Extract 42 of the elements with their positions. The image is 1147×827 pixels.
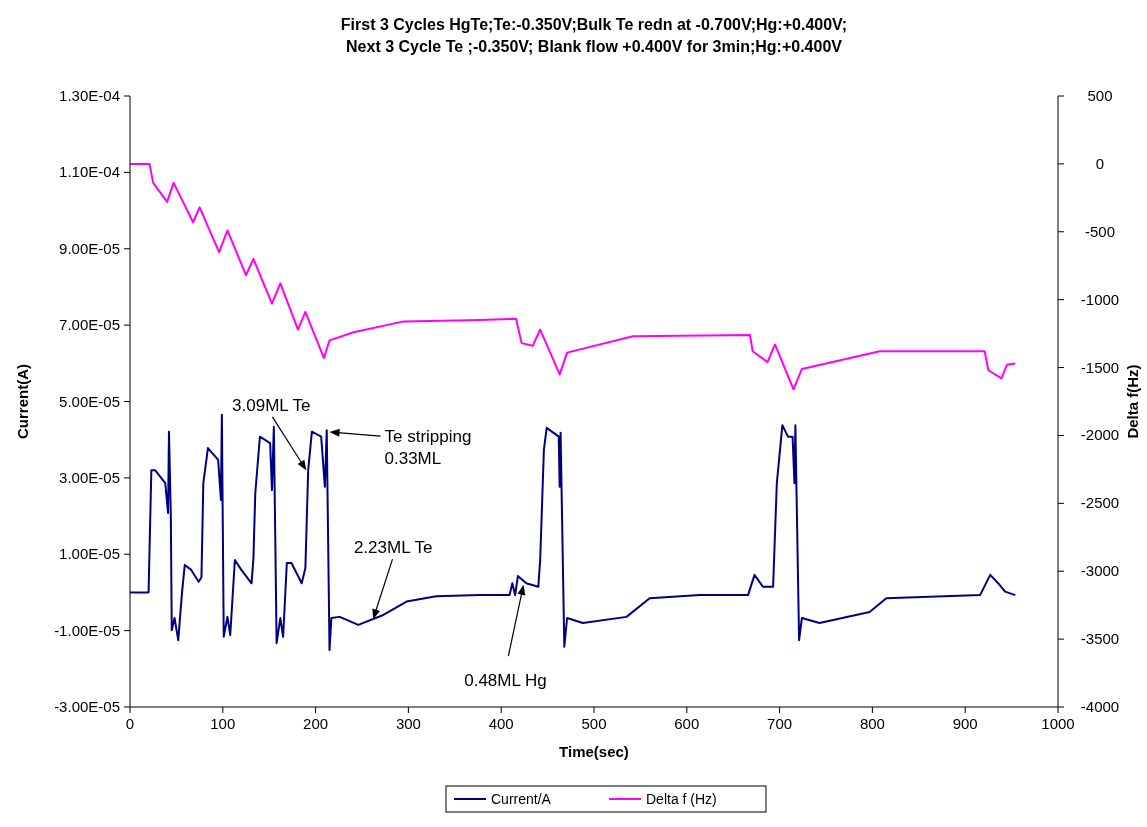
y-tick-label: 1.00E-05	[59, 545, 120, 563]
annotation: 2.23ML Te	[353, 538, 433, 558]
x-tick-label: 100	[210, 715, 236, 732]
y2-tick-label: -500	[1084, 222, 1116, 240]
y-axis-title: Current(A)	[14, 364, 31, 439]
y2-tick-label: 500	[1087, 87, 1113, 104]
y2-tick-label: -3000	[1080, 562, 1120, 580]
x-tick-label: 700	[767, 715, 793, 732]
y-tick-label: 1.10E-04	[59, 163, 120, 181]
x-tick-label: 400	[488, 715, 514, 732]
y-tick-label: 5.00E-05	[59, 392, 120, 410]
x-tick-label: 300	[395, 715, 421, 732]
y2-axis-title: Delta f(Hz)	[1124, 364, 1141, 439]
annotation: 3.09ML Te	[232, 396, 311, 416]
line-series	[129, 413, 1017, 652]
legend-label: Current/A	[491, 791, 552, 807]
x-tick-label: 500	[581, 715, 607, 732]
y-tick-label: -1.00E-05	[54, 621, 120, 639]
y-tick-label: 1.30E-04	[59, 87, 120, 104]
legend-label: Delta f (Hz)	[646, 791, 717, 807]
y2-tick-label: -2500	[1080, 494, 1120, 512]
annotation: Te stripping 0.33ML	[384, 427, 472, 469]
annotation: 0.48ML Hg	[464, 670, 547, 690]
y-tick-label: 3.00E-05	[59, 468, 120, 486]
x-tick-label: 1000	[1041, 715, 1075, 732]
x-tick-label: 200	[303, 715, 329, 732]
x-tick-label: 600	[674, 715, 700, 732]
y-tick-label: 7.00E-05	[59, 316, 120, 334]
line-series	[129, 162, 1017, 391]
y2-tick-label: -2000	[1080, 426, 1120, 444]
y2-tick-label: -1500	[1080, 358, 1120, 376]
x-axis-title: Time(sec)	[559, 743, 629, 760]
y2-tick-label: -4000	[1080, 698, 1120, 715]
y2-tick-label: 0	[1095, 154, 1105, 172]
x-tick-label: 800	[859, 715, 885, 732]
y2-tick-label: -1000	[1080, 290, 1120, 308]
x-tick-label: 900	[952, 715, 978, 732]
y-tick-label: 9.00E-05	[59, 239, 120, 257]
y-tick-label: -3.00E-05	[54, 698, 120, 715]
chart-title: First 3 Cycles HgTe;Te:-0.350V;Bulk Te redn at -0.700V;Hg:+0.400V; Next 3 Cycle Te ;-0.350V; Blank flow +0.400V for 3min;Hg:+0.400V	[340, 16, 848, 55]
x-tick-label: 0	[125, 715, 135, 732]
y2-tick-label: -3500	[1080, 630, 1120, 648]
